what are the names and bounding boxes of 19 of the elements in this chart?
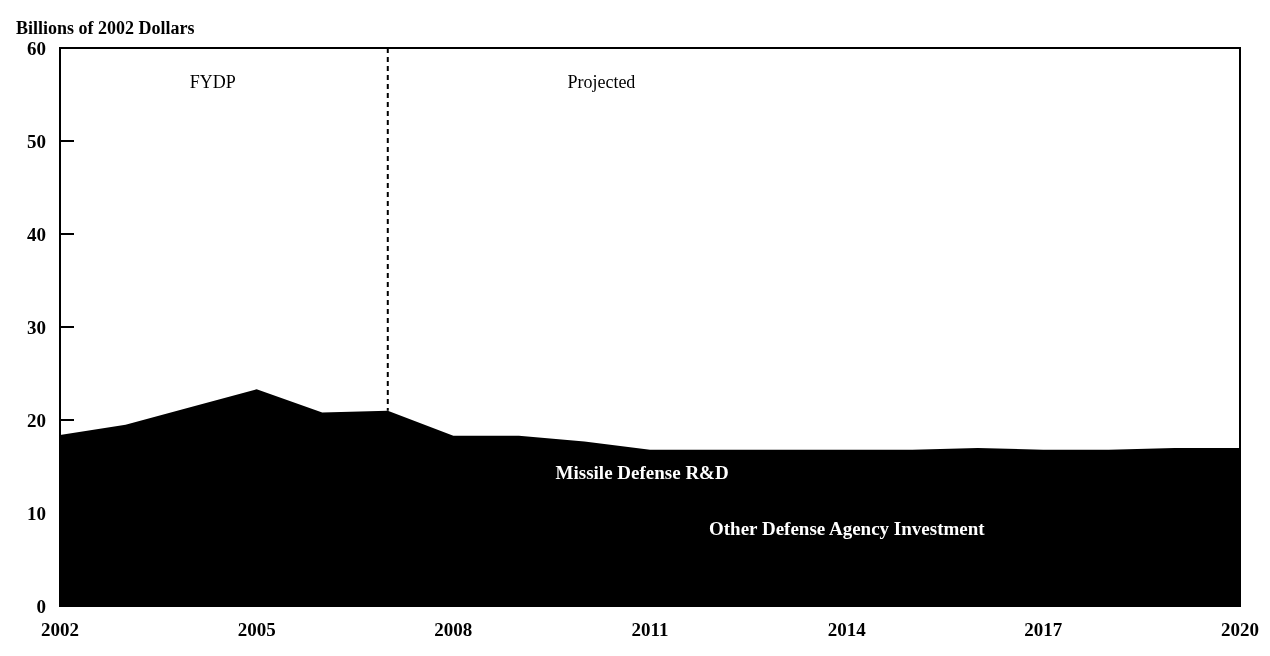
x-tick-label: 2008 [434,619,473,640]
annotation: Projected [567,71,636,92]
y-tick-label: 20 [27,409,46,431]
y-tick-label: 10 [27,502,46,524]
x-tick-label: 2014 [827,619,867,640]
x-tick-label: 2011 [631,619,669,640]
x-tick-label: 2020 [1221,619,1259,640]
y-tick-label: 0 [36,595,46,617]
x-tick-label: 2005 [237,619,276,640]
y-tick-label: 40 [27,223,46,245]
y-axis-title: Billions of 2002 Dollars [16,18,195,38]
y-tick-label: 60 [27,37,46,59]
x-tick-label: 2002 [41,619,79,640]
y-tick-label: 30 [27,316,46,338]
annotation: Missile Defense R&D [555,461,729,483]
annotation: Other Defense Agency Investment [709,517,986,539]
annotation: FYDP [189,71,236,92]
x-tick-label: 2017 [1024,619,1063,640]
y-tick-label: 50 [27,130,46,152]
